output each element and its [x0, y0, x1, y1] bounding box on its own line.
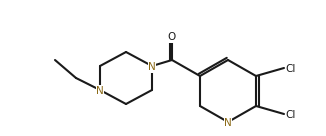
Text: N: N	[96, 86, 104, 96]
Text: O: O	[168, 32, 176, 42]
Text: N: N	[148, 62, 156, 72]
Text: Cl: Cl	[286, 64, 296, 74]
Text: N: N	[224, 118, 232, 128]
Text: Cl: Cl	[286, 110, 296, 120]
